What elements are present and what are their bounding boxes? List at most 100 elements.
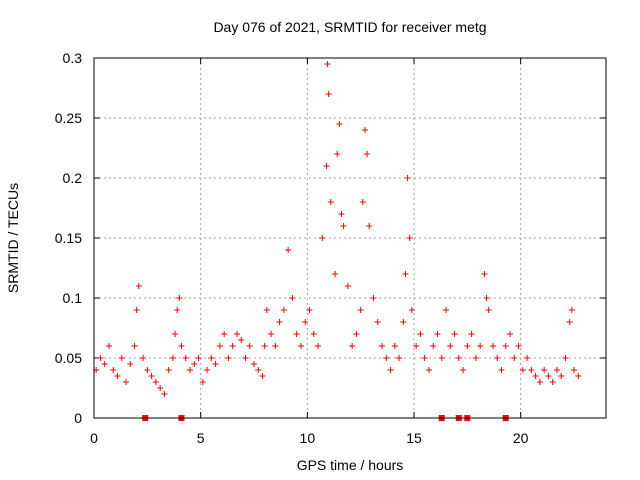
data-point xyxy=(176,295,183,301)
data-point xyxy=(562,355,569,361)
data-point xyxy=(532,373,539,379)
data-point xyxy=(323,163,330,169)
data-point xyxy=(545,373,552,379)
data-point xyxy=(417,331,424,337)
data-point xyxy=(455,355,462,361)
data-point xyxy=(402,271,409,277)
data-point xyxy=(451,331,458,337)
data-point xyxy=(123,379,129,385)
data-point xyxy=(293,331,300,337)
data-point xyxy=(133,307,140,313)
y-tick-label: 0.05 xyxy=(55,350,82,366)
data-point xyxy=(334,151,341,157)
data-point xyxy=(421,355,428,361)
data-point xyxy=(425,367,432,373)
data-point xyxy=(191,361,198,367)
plot-frame xyxy=(93,57,607,419)
data-point xyxy=(238,337,245,343)
data-point xyxy=(216,343,223,349)
data-point xyxy=(306,307,313,313)
data-point xyxy=(127,361,134,367)
data-point xyxy=(174,307,181,313)
x-tick-label: 20 xyxy=(513,430,529,446)
data-point xyxy=(558,373,565,379)
data-point xyxy=(302,319,309,325)
data-point xyxy=(464,343,471,349)
data-point xyxy=(157,385,164,391)
data-point xyxy=(229,343,236,349)
data-point xyxy=(289,295,296,301)
data-point xyxy=(152,379,159,385)
data-point xyxy=(263,307,270,313)
y-tick-label: 0.25 xyxy=(55,110,82,126)
data-point xyxy=(118,355,125,361)
data-point xyxy=(187,367,193,373)
data-point xyxy=(566,319,573,325)
data-point xyxy=(276,319,283,325)
data-point xyxy=(477,343,484,349)
data-point xyxy=(430,343,437,349)
data-point xyxy=(195,355,202,361)
data-point xyxy=(494,355,501,361)
data-point xyxy=(178,343,185,349)
data-point xyxy=(204,367,211,373)
data-point xyxy=(553,367,560,373)
data-point xyxy=(472,355,479,361)
data-point xyxy=(255,367,262,373)
x-tick-label: 0 xyxy=(90,430,98,446)
data-point xyxy=(148,373,155,379)
data-point xyxy=(528,367,535,373)
data-point xyxy=(114,373,121,379)
data-point xyxy=(169,355,176,361)
data-point xyxy=(135,283,142,289)
x-tick-label: 15 xyxy=(406,430,422,446)
data-point xyxy=(379,343,385,349)
data-point xyxy=(515,343,522,349)
data-point xyxy=(336,121,343,127)
y-axis-label: SRMTID / TECUs xyxy=(5,183,21,293)
data-point xyxy=(225,355,232,361)
data-point xyxy=(575,373,582,379)
x-tick-label: 5 xyxy=(197,430,205,446)
data-point xyxy=(524,355,531,361)
data-point xyxy=(568,307,575,313)
data-point xyxy=(319,235,326,241)
data-point xyxy=(413,343,420,349)
data-point xyxy=(242,355,249,361)
data-point xyxy=(483,295,490,301)
data-point xyxy=(272,343,279,349)
data-point xyxy=(434,331,441,337)
data-point xyxy=(324,61,331,67)
data-point xyxy=(144,367,151,373)
data-point xyxy=(511,355,518,361)
data-point xyxy=(349,343,356,349)
x-axis-label: GPS time / hours xyxy=(297,457,404,473)
data-point xyxy=(383,355,390,361)
data-point xyxy=(251,361,257,367)
data-point xyxy=(212,361,219,367)
axis-ticks: 0 0.05 0.1 0.15 0.2 0.25 0.3 0 5 10 15 20 xyxy=(55,50,606,446)
data-point xyxy=(364,151,371,157)
data-point xyxy=(327,199,334,205)
data-point xyxy=(370,295,377,301)
data-point xyxy=(361,127,368,133)
data-point xyxy=(261,343,268,349)
data-point xyxy=(519,367,526,373)
data-point xyxy=(140,355,147,361)
data-point xyxy=(438,355,445,361)
data-point xyxy=(110,367,117,373)
data-point xyxy=(233,331,240,337)
data-point xyxy=(131,343,138,349)
data-point xyxy=(443,307,449,313)
data-point xyxy=(396,355,403,361)
data-point xyxy=(332,271,339,277)
data-point xyxy=(315,343,321,349)
data-point xyxy=(571,367,577,373)
data-point xyxy=(285,247,292,253)
data-point xyxy=(489,343,496,349)
data-point xyxy=(485,307,492,313)
y-tick-label: 0.1 xyxy=(63,290,83,306)
data-point xyxy=(101,361,108,367)
data-point xyxy=(359,199,366,205)
data-point xyxy=(344,283,351,289)
